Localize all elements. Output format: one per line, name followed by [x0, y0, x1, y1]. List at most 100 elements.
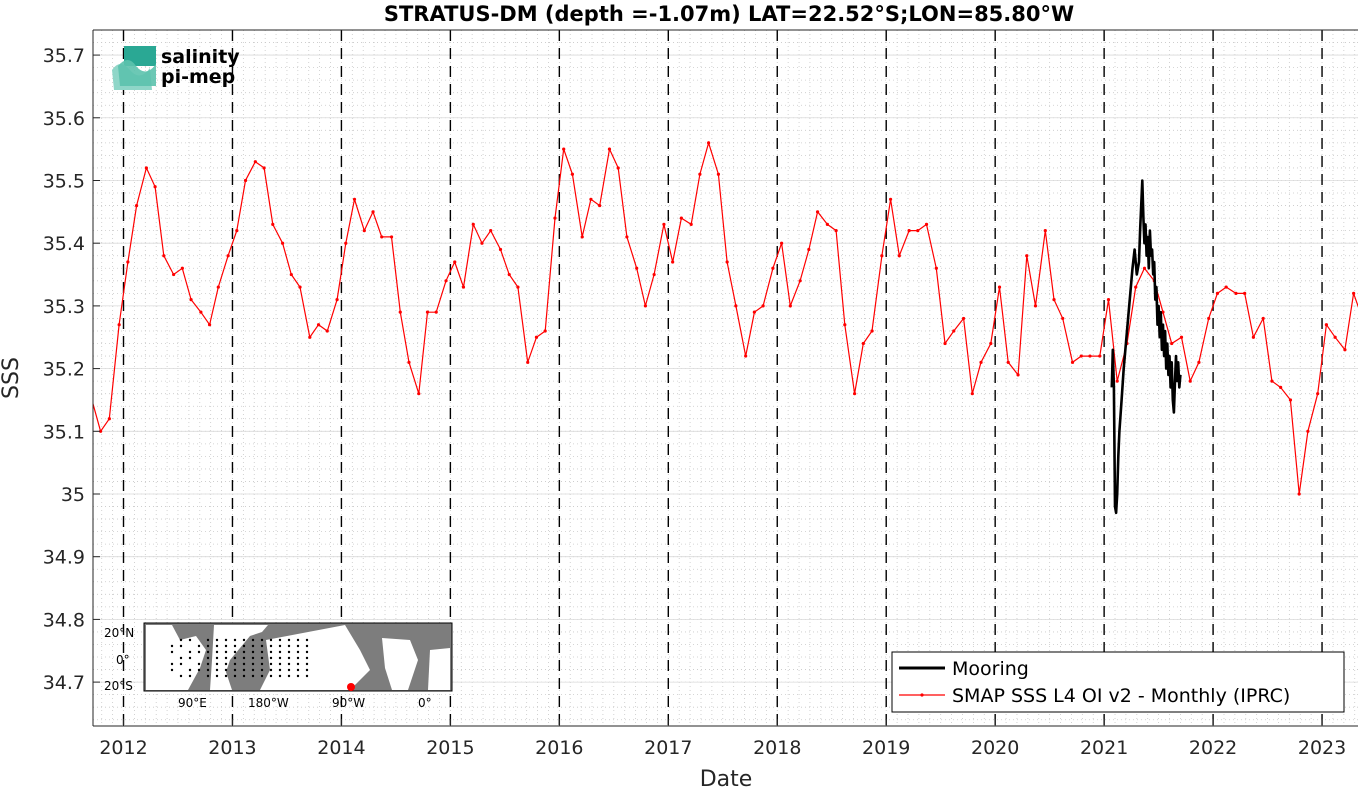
data-point-smap [716, 172, 721, 176]
inset-mooring-dot [242, 674, 246, 678]
data-point-smap [1033, 304, 1038, 308]
data-point-smap [308, 335, 312, 339]
data-point-smap [589, 197, 593, 201]
inset-mooring-dot [179, 656, 183, 660]
data-point-smap [253, 160, 257, 164]
data-point-smap [407, 360, 411, 364]
data-point-smap [389, 235, 394, 239]
y-tick-label: 35.3 [43, 296, 85, 318]
data-point-smap [189, 298, 193, 302]
data-point-smap [534, 335, 539, 339]
data-point-smap [679, 216, 683, 220]
inset-mooring-dot [242, 638, 246, 642]
data-point-smap [961, 316, 966, 321]
data-point-smap [298, 285, 302, 289]
data-point-smap [671, 260, 675, 264]
data-point-smap [888, 197, 893, 201]
data-point-smap [1279, 385, 1283, 390]
inset-mooring-dot [251, 662, 255, 666]
data-point-smap [99, 429, 103, 433]
data-point-smap [553, 216, 557, 220]
inset-mooring-dot [305, 638, 309, 642]
inset-mooring-dot [287, 656, 291, 660]
data-point-smap [107, 417, 111, 421]
data-point-smap [498, 247, 503, 252]
inset-mooring-dot [278, 644, 282, 648]
data-point-smap [1270, 379, 1274, 383]
data-point-smap [352, 197, 357, 201]
inset-mooring-dot [278, 650, 282, 654]
y-tick-label: 35.2 [43, 359, 85, 381]
data-point-smap [616, 166, 620, 170]
inset-mooring-dot [251, 674, 255, 678]
y-tick-label: 35.4 [43, 233, 85, 255]
x-axis-label: Date [700, 767, 753, 790]
inset-mooring-dot [278, 638, 282, 642]
data-point-smap [635, 266, 639, 270]
inset-mooring-dot [242, 650, 246, 654]
y-tick-label: 34.8 [43, 609, 85, 631]
x-tick-label: 2022 [1189, 737, 1237, 759]
inset-mooring-dot [260, 662, 264, 666]
data-point-smap [1052, 298, 1056, 302]
inset-mooring-dot [296, 650, 300, 654]
data-point-smap [1224, 285, 1228, 289]
data-point-smap [434, 310, 438, 314]
data-point-smap [788, 304, 792, 308]
inset-mooring-dot [269, 638, 273, 642]
inset-mooring-dot [251, 644, 255, 648]
inset-mooring-dot [269, 644, 273, 648]
inset-mooring-dot [287, 650, 291, 654]
inset-mooring-dot [260, 638, 264, 642]
inset-mooring-dot [170, 644, 174, 648]
data-point-smap [598, 203, 602, 208]
data-point-smap [1070, 360, 1075, 364]
x-tick-label: 2020 [971, 737, 1019, 759]
data-point-smap [1016, 373, 1020, 377]
legend-label-smap: SMAP SSS L4 OI v2 - Monthly (IPRC) [952, 685, 1290, 707]
inset-mooring-dot [224, 674, 228, 678]
y-tick-label: 35.6 [43, 108, 85, 130]
x-tick-label: 2016 [535, 737, 583, 759]
inset-mooring-dot [251, 638, 255, 642]
data-point-smap [744, 354, 748, 358]
data-point-smap [335, 298, 339, 302]
y-tick-label: 34.9 [43, 547, 85, 569]
data-point-smap [325, 329, 329, 333]
data-point-smap [271, 222, 275, 226]
data-point-smap [1025, 254, 1029, 258]
inset-mooring-dot [188, 674, 192, 678]
data-point-smap [543, 329, 547, 333]
logo-text-pi-mep: pi-mep [161, 66, 235, 88]
inset-mooring-dot [260, 650, 264, 654]
data-point-smap [235, 229, 239, 233]
inset-lat-label-20s: 20°S [104, 679, 133, 693]
data-point-smap [1261, 316, 1265, 321]
data-point-smap [815, 210, 820, 214]
data-point-smap [1061, 316, 1065, 321]
chart-title: STRATUS-DM (depth =-1.07m) LAT=22.52°S;L… [384, 2, 1074, 26]
x-tick-label: 2012 [99, 737, 147, 759]
data-point-smap [289, 272, 293, 277]
inset-mooring-dot [188, 656, 192, 660]
inset-mooring-dot [215, 674, 219, 678]
data-point-smap [979, 360, 983, 364]
data-point-smap [1251, 335, 1256, 339]
series-line-mooring [1110, 179, 1182, 515]
data-point-smap [243, 178, 248, 183]
data-point-smap [870, 329, 874, 333]
data-point-smap [1043, 229, 1047, 233]
inset-mooring-dot [305, 656, 309, 660]
data-point-smap [453, 260, 457, 264]
inset-mooring-dot [215, 638, 219, 642]
inset-mooring-dot [197, 662, 201, 666]
inset-mooring-dot [215, 656, 219, 660]
data-point-smap [344, 241, 348, 245]
data-point-smap [880, 254, 884, 258]
data-point-smap [861, 341, 865, 346]
data-point-smap [480, 241, 484, 245]
data-point-smap [1197, 360, 1201, 364]
inset-mooring-dot [278, 662, 282, 666]
data-point-smap [780, 241, 784, 245]
